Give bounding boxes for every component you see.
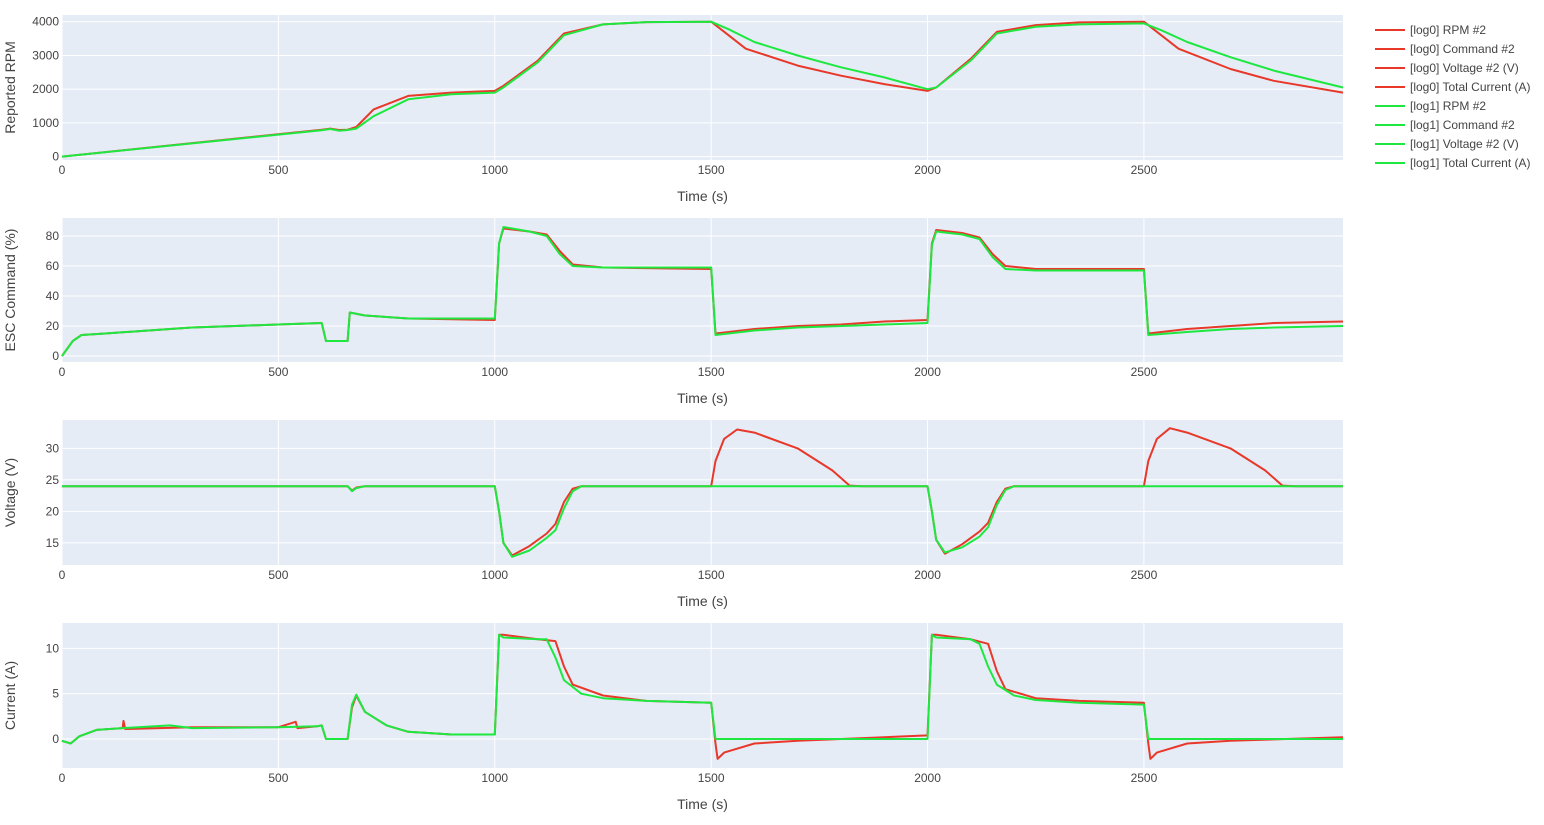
series-line-log1: [61, 226, 1344, 357]
subplot-3: 0 500 1000 1500 2000 2500 15 20 25 30 Time (s) Volt…: [2, 420, 1343, 609]
x-axis-title: Time (s): [677, 796, 728, 812]
x-tick-label: 0: [59, 163, 66, 177]
plot-area: [62, 623, 1343, 768]
y-tick-label: 60: [46, 259, 60, 273]
x-tick-label: 1500: [698, 568, 725, 582]
y-tick-label: 0: [52, 150, 59, 164]
subplot-1: 0 500 1000 1500 2000 2500 0 1000 2000 3000 4000 Tim…: [2, 15, 1344, 204]
y-tick-label: 5: [52, 687, 59, 701]
y-axis-title: Reported RPM: [2, 41, 18, 134]
y-tick-label: 40: [46, 289, 60, 303]
x-tick-label: 500: [268, 365, 288, 379]
legend-label: [log1] Voltage #2 (V): [1410, 137, 1519, 151]
x-tick-label: 0: [59, 568, 66, 582]
plot-area: [62, 218, 1343, 362]
subplot-4: 0 500 1000 1500 2000 2500 0 5 10 Time (s) Current …: [2, 623, 1344, 812]
x-tick-label: 500: [268, 771, 288, 785]
x-tick-label: 2500: [1131, 568, 1158, 582]
legend-label: [log1] Command #2: [1410, 118, 1515, 132]
subplot-2: 0 500 1000 1500 2000 2500 0 20 40 60 80 Time (s) ESC…: [2, 218, 1344, 406]
y-tick-label: 2000: [32, 82, 59, 96]
x-tick-label: 1500: [698, 771, 725, 785]
x-axis-title: Time (s): [677, 593, 728, 609]
series-line-log0: [61, 633, 1344, 760]
x-tick-label: 1500: [698, 365, 725, 379]
series-line-log1: [61, 20, 1344, 158]
x-tick-label: 2000: [914, 568, 941, 582]
y-tick-label: 4000: [32, 15, 59, 29]
y-tick-label: 10: [46, 641, 60, 655]
y-tick-label: 15: [46, 536, 60, 550]
y-tick-label: 3000: [32, 48, 59, 62]
x-axis-title: Time (s): [677, 390, 728, 406]
y-axis-title: ESC Command (%): [2, 229, 18, 352]
x-tick-label: 0: [59, 771, 66, 785]
y-tick-label: 25: [46, 473, 60, 487]
x-tick-label: 1000: [481, 568, 508, 582]
plot-area: [62, 15, 1343, 160]
x-tick-label: 1000: [481, 771, 508, 785]
x-axis-title: Time (s): [677, 188, 728, 204]
x-tick-label: 1000: [481, 365, 508, 379]
x-tick-label: 1000: [481, 163, 508, 177]
x-tick-label: 2000: [914, 365, 941, 379]
y-tick-label: 80: [46, 229, 60, 243]
x-tick-label: 500: [268, 163, 288, 177]
y-tick-label: 20: [46, 504, 60, 518]
x-tick-label: 0: [59, 365, 66, 379]
plot-area: [62, 420, 1343, 565]
legend-label: [log1] Total Current (A): [1410, 156, 1531, 170]
legend-label: [log0] Command #2: [1410, 42, 1515, 56]
x-tick-label: 500: [268, 568, 288, 582]
y-axis-title: Current (A): [2, 661, 18, 730]
legend-label: [log0] Voltage #2 (V): [1410, 61, 1519, 75]
y-tick-label: 30: [46, 441, 60, 455]
x-tick-label: 2000: [914, 771, 941, 785]
x-tick-label: 2500: [1131, 163, 1158, 177]
x-tick-label: 2000: [914, 163, 941, 177]
y-tick-label: 0: [52, 732, 59, 746]
legend-label: [log0] RPM #2: [1410, 23, 1486, 37]
y-tick-label: 1000: [32, 116, 59, 130]
x-tick-label: 2500: [1131, 771, 1158, 785]
series-line-log1: [61, 633, 1343, 745]
y-axis-title: Voltage (V): [2, 458, 18, 527]
y-tick-label: 0: [52, 349, 59, 363]
legend-label: [log0] Total Current (A): [1410, 80, 1531, 94]
legend: [log0] RPM #2 [log0] Command #2 [log0] Vol…: [1375, 23, 1531, 170]
x-tick-label: 1500: [698, 163, 725, 177]
series-line-log0: [61, 20, 1344, 158]
series-line-log1: [62, 485, 1343, 558]
legend-label: [log1] RPM #2: [1410, 99, 1486, 113]
y-tick-label: 20: [46, 319, 60, 333]
x-tick-label: 2500: [1131, 365, 1158, 379]
